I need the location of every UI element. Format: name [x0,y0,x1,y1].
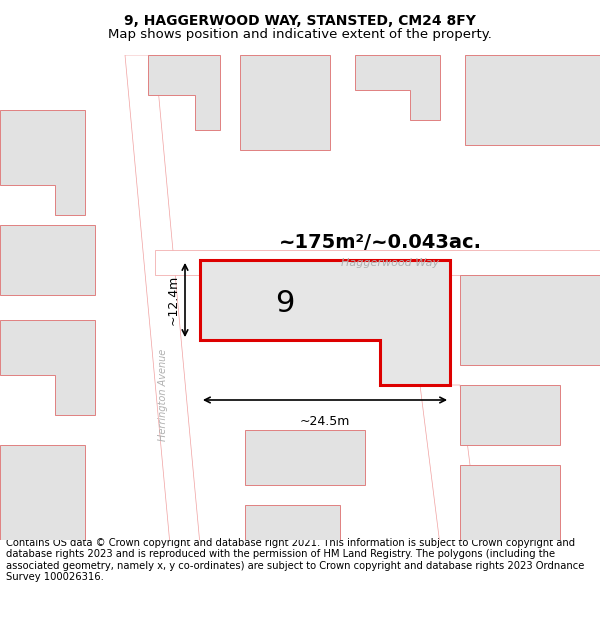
Text: ~175m²/~0.043ac.: ~175m²/~0.043ac. [278,234,482,253]
Polygon shape [460,465,560,545]
Polygon shape [245,505,340,545]
Polygon shape [148,55,220,130]
Polygon shape [155,250,600,275]
Polygon shape [245,430,365,485]
Polygon shape [0,320,95,415]
Text: Map shows position and indicative extent of the property.: Map shows position and indicative extent… [108,28,492,41]
Text: ~24.5m: ~24.5m [300,415,350,428]
Polygon shape [0,225,95,295]
Polygon shape [200,260,450,385]
Text: Herrington Avenue: Herrington Avenue [158,349,168,441]
Text: ~12.4m: ~12.4m [167,275,180,325]
Polygon shape [0,110,85,215]
Polygon shape [125,55,200,545]
Polygon shape [355,55,440,120]
Text: 9: 9 [275,289,295,318]
Polygon shape [420,385,480,545]
Polygon shape [240,55,330,150]
Text: Contains OS data © Crown copyright and database right 2021. This information is : Contains OS data © Crown copyright and d… [6,538,584,582]
Polygon shape [465,55,600,145]
Polygon shape [460,385,560,445]
Polygon shape [0,445,85,545]
Text: Haggerwood Way: Haggerwood Way [341,258,439,268]
Polygon shape [460,275,600,365]
Text: 9, HAGGERWOOD WAY, STANSTED, CM24 8FY: 9, HAGGERWOOD WAY, STANSTED, CM24 8FY [124,14,476,28]
